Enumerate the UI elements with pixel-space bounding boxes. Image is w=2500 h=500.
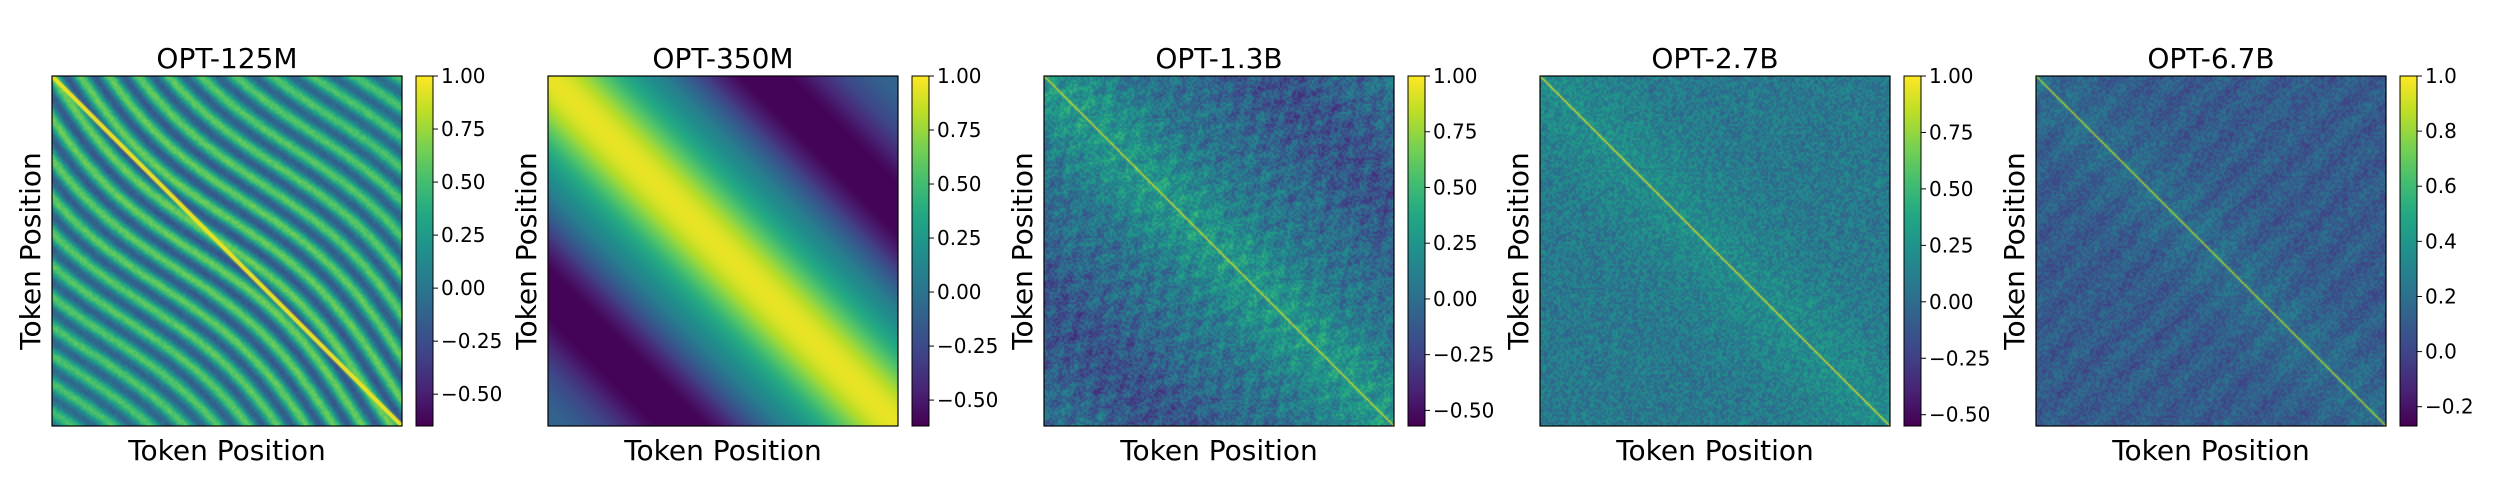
heatmap-frame-2 <box>547 75 899 427</box>
x-axis-label: Token Position <box>2111 434 2310 467</box>
chart-title: OPT-1.3B <box>1155 42 1282 75</box>
heatmap-5 <box>2036 76 2386 426</box>
colorbar-tick-label: 0.2 <box>2425 284 2457 308</box>
colorbar-tick-label: 0.50 <box>441 170 486 194</box>
colorbar-frame-2 <box>911 75 930 427</box>
colorbar-tick-label: 0.00 <box>937 280 982 304</box>
colorbar-tick-label: 0.00 <box>441 276 486 300</box>
chart-title: OPT-350M <box>652 42 793 75</box>
heatmap-frame-5 <box>2035 75 2387 427</box>
colorbar-tick-label: 0.25 <box>441 223 486 247</box>
colorbar-4 <box>1904 76 1921 426</box>
colorbar-tick-label: −0.25 <box>1433 343 1494 367</box>
colorbar-frame-3 <box>1407 75 1426 427</box>
colorbar-5 <box>2400 76 2417 426</box>
colorbar-tick-label: 0.50 <box>1929 177 1974 201</box>
chart-title: OPT-6.7B <box>2147 42 2274 75</box>
heatmap-1 <box>52 76 402 426</box>
colorbar-tick-label: −0.50 <box>441 382 502 406</box>
colorbar-tick-label: 0.6 <box>2425 174 2457 198</box>
colorbar-tick-label: 0.75 <box>937 118 982 142</box>
colorbar-tick-label: 0.00 <box>1433 287 1478 311</box>
colorbar-tick-label: −0.50 <box>1929 403 1990 427</box>
heatmap-frame-3 <box>1043 75 1395 427</box>
colorbar-tick-label: −0.25 <box>1929 346 1990 370</box>
colorbar-frame-5 <box>2399 75 2418 427</box>
colorbar-tick-label: 0.75 <box>1929 120 1974 144</box>
colorbar-tick-label: 0.8 <box>2425 119 2457 143</box>
colorbar-tick-label: −0.25 <box>937 334 998 358</box>
colorbar-tick-label: 0.75 <box>441 117 486 141</box>
colorbar-tick-label: −0.50 <box>937 388 998 412</box>
colorbar-3 <box>1408 76 1425 426</box>
colorbar-tick-label: −0.2 <box>2425 395 2474 419</box>
heatmap-frame-4 <box>1539 75 1891 427</box>
heatmap-2 <box>548 76 898 426</box>
chart-title: OPT-2.7B <box>1651 42 1778 75</box>
colorbar-tick-label: 0.25 <box>937 226 982 250</box>
colorbar-1 <box>416 76 433 426</box>
colorbar-tick-label: 0.0 <box>2425 340 2457 364</box>
y-axis-label: Token Position <box>1998 152 2031 351</box>
heatmap-4 <box>1540 76 1890 426</box>
colorbar-tick-label: 0.50 <box>1433 175 1478 199</box>
colorbar-tick-label: 1.0 <box>2425 64 2457 88</box>
colorbar-tick-label: 0.25 <box>1433 231 1478 255</box>
y-axis-label: Token Position <box>14 152 47 351</box>
colorbar-tick-label: 1.00 <box>441 64 486 88</box>
colorbar-tick-label: 1.00 <box>1433 64 1478 88</box>
y-axis-label: Token Position <box>1502 152 1535 351</box>
colorbar-tick-label: 0.00 <box>1929 290 1974 314</box>
heatmap-frame-1 <box>51 75 403 427</box>
colorbar-tick-label: −0.25 <box>441 329 502 353</box>
colorbar-tick-label: 1.00 <box>1929 64 1974 88</box>
colorbar-tick-label: 0.50 <box>937 172 982 196</box>
colorbar-tick-label: 0.25 <box>1929 233 1974 257</box>
colorbar-tick-label: −0.50 <box>1433 398 1494 422</box>
chart-title: OPT-125M <box>156 42 297 75</box>
colorbar-tick-label: 0.75 <box>1433 120 1478 144</box>
colorbar-tick-label: 0.4 <box>2425 229 2457 253</box>
x-axis-label: Token Position <box>623 434 822 467</box>
x-axis-label: Token Position <box>127 434 326 467</box>
colorbar-frame-1 <box>415 75 434 427</box>
y-axis-label: Token Position <box>510 152 543 351</box>
colorbar-frame-4 <box>1903 75 1922 427</box>
y-axis-label: Token Position <box>1006 152 1039 351</box>
colorbar-tick-label: 1.00 <box>937 64 982 88</box>
colorbar-2 <box>912 76 929 426</box>
x-axis-label: Token Position <box>1615 434 1814 467</box>
x-axis-label: Token Position <box>1119 434 1318 467</box>
heatmap-3 <box>1044 76 1394 426</box>
